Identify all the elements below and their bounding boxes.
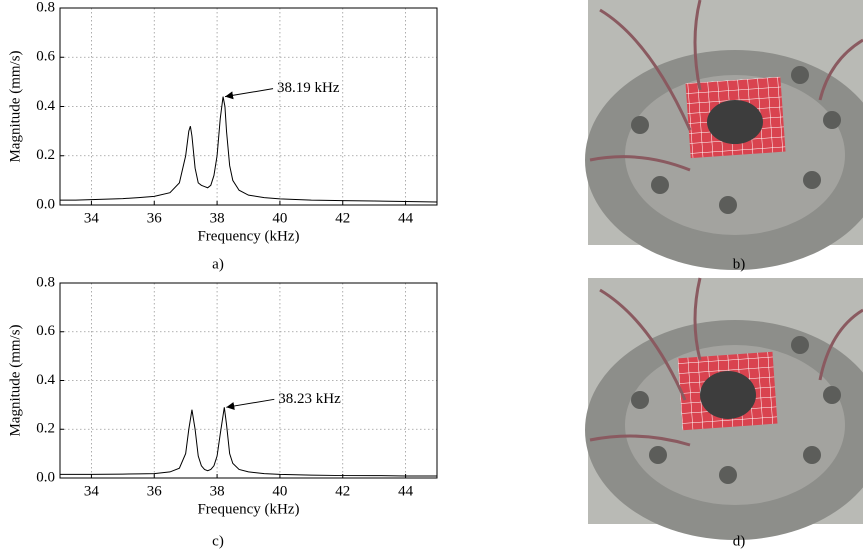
y-axis-label: Magnitude (mm/s) (7, 324, 23, 436)
x-tick-label: 38 (210, 210, 225, 226)
x-axis-label: Frequency (kHz) (197, 228, 299, 244)
y-tick-label: 0.4 (36, 98, 55, 114)
y-tick-label: 0.0 (36, 196, 55, 212)
x-axis-label: Frequency (kHz) (197, 501, 299, 517)
x-tick-label: 40 (272, 483, 287, 499)
x-tick-label: 34 (84, 210, 100, 226)
x-tick-label: 42 (335, 210, 350, 226)
photo-b (585, 0, 863, 270)
x-tick-label: 42 (335, 483, 350, 499)
y-tick-label: 0.6 (36, 323, 55, 339)
line-series (60, 407, 437, 477)
y-tick-label: 0.2 (36, 147, 55, 163)
x-tick-label: 36 (147, 483, 163, 499)
annotation-arrow (226, 398, 275, 410)
x-tick-label: 34 (84, 483, 100, 499)
annotation: 38.23 kHz (278, 391, 341, 407)
y-tick-label: 0.4 (36, 372, 55, 388)
annotation-arrow (224, 88, 274, 100)
plot-frame (59, 282, 438, 479)
annotation: 38.19 kHz (277, 80, 340, 96)
y-tick-label: 0.2 (36, 421, 55, 437)
line-series (60, 96, 438, 203)
x-tick-label: 44 (398, 483, 414, 499)
caption: c) (212, 533, 224, 549)
y-tick-label: 0.6 (36, 49, 55, 65)
y-tick-label: 0.8 (36, 0, 55, 15)
x-tick-label: 36 (147, 210, 163, 226)
x-tick-label: 38 (210, 483, 225, 499)
x-tick-label: 44 (398, 210, 414, 226)
x-tick-label: 40 (272, 210, 287, 226)
plot-frame (59, 7, 438, 206)
caption: d) (733, 533, 746, 549)
caption: a) (212, 256, 224, 272)
y-tick-label: 0.0 (36, 469, 55, 485)
caption: b) (733, 256, 746, 272)
y-tick-label: 0.8 (36, 274, 55, 290)
photo-d (585, 277, 863, 540)
y-axis-label: Magnitude (mm/s) (7, 50, 23, 162)
